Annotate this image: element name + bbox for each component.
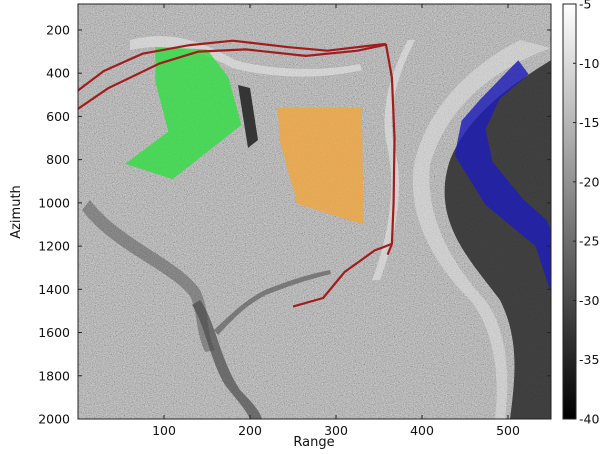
road-lines xyxy=(78,39,396,308)
colorbar-tick-label: -5 xyxy=(579,0,591,12)
y-tick-label: 800 xyxy=(46,152,70,167)
region-overlays xyxy=(125,47,551,294)
y-axis: 200 400 600 800 1000 1200 1400 1600 1800 2000 xyxy=(38,22,551,427)
x-tick-label: 500 xyxy=(496,423,520,438)
x-axis: 100 200 300 400 500 xyxy=(152,4,520,438)
y-axis-title: Azimuth xyxy=(9,185,24,239)
y-tick-label: 1000 xyxy=(38,195,70,210)
y-tick-label: 200 xyxy=(46,22,70,37)
x-tick-label: 200 xyxy=(238,423,262,438)
colorbar-tick-label: -40 xyxy=(579,412,599,427)
lower-dark-ridge xyxy=(192,300,262,419)
y-tick-label: 600 xyxy=(46,109,70,124)
region-overlay-3 xyxy=(454,60,551,294)
y-tick-label: 2000 xyxy=(38,412,70,427)
valley-shadow xyxy=(82,200,215,352)
colorbar-tick-label: -10 xyxy=(579,56,599,71)
road-line-4 xyxy=(384,43,396,256)
y-tick-label: 1800 xyxy=(38,368,70,383)
dark-stream xyxy=(214,270,331,335)
x-axis-title: Range xyxy=(293,435,334,450)
x-tick-label: 300 xyxy=(324,423,348,438)
colorbar-tick-label: -20 xyxy=(579,174,599,189)
colorbar-tick-label: -35 xyxy=(579,352,599,367)
colorbar: -5 -10 -15 -20 -25 -30 -35 -40 xyxy=(562,0,599,427)
road-line-3 xyxy=(292,242,393,308)
colorbar-tick-label: -30 xyxy=(579,293,599,308)
sar-image xyxy=(78,4,551,419)
x-tick-label: 100 xyxy=(152,423,176,438)
road-line-2 xyxy=(78,43,387,110)
colorbar-tick-label: -25 xyxy=(579,234,599,249)
y-tick-label: 1200 xyxy=(38,239,70,254)
region-overlay-2 xyxy=(277,107,364,225)
colorbar-tick-label: -15 xyxy=(579,115,599,130)
y-tick-label: 400 xyxy=(46,66,70,81)
colorbar-gradient xyxy=(562,3,577,420)
y-tick-label: 1400 xyxy=(38,282,70,297)
colorbar-ticks: -5 -10 -15 -20 -25 -30 -35 -40 xyxy=(573,0,599,427)
y-tick-label: 1600 xyxy=(38,325,70,340)
x-tick-label: 400 xyxy=(410,423,434,438)
dark-ridge xyxy=(238,85,258,148)
road-line-1 xyxy=(78,39,387,92)
region-overlay-1 xyxy=(125,47,242,180)
plot-frame xyxy=(77,3,552,420)
